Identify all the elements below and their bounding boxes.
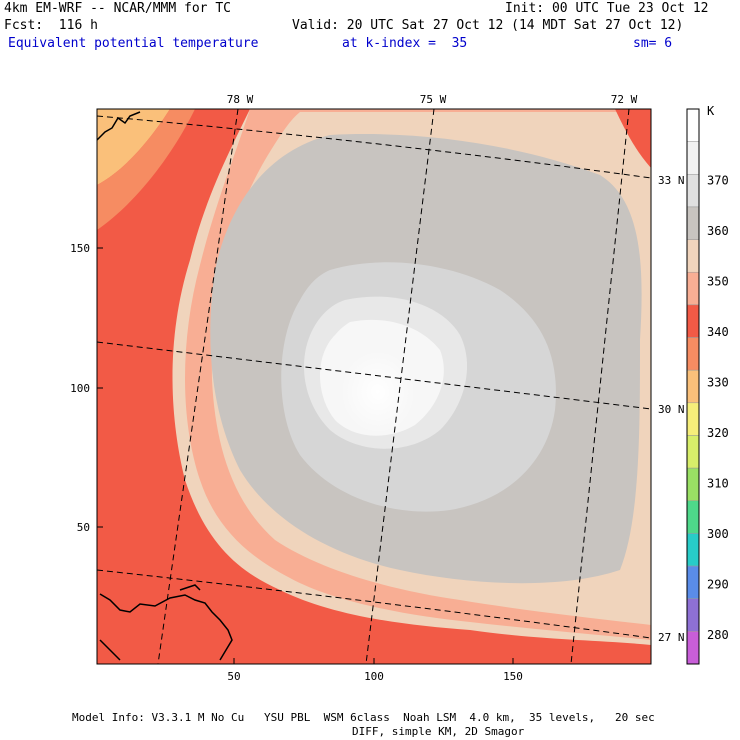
colorbar-swatch (686, 141, 700, 175)
y-tick-label: 150 (70, 242, 90, 255)
colorbar-frame (686, 108, 700, 665)
colorbar-unit: K (707, 104, 715, 118)
lon-label: 72 W (611, 93, 638, 106)
y-axis-ticks (97, 247, 103, 528)
lat-label: 30 N (658, 403, 685, 416)
model-info-2: DIFF, simple KM, 2D Smagor (352, 725, 525, 738)
lat-label: 33 N (658, 174, 685, 187)
colorbar-labels: 370 360 350 340 330 320 310 300 290 280 (707, 174, 729, 642)
colorbar-swatch (686, 206, 700, 240)
colorbar-label: 350 (707, 275, 729, 289)
colorbar-swatch (686, 598, 700, 632)
colorbar-label: 290 (707, 577, 729, 591)
y-tick-label: 100 (70, 382, 90, 395)
colorbar-swatch (686, 402, 700, 436)
lon-label: 78 W (227, 93, 254, 106)
colorbar-label: 330 (707, 376, 729, 390)
colorbar-swatch (686, 304, 700, 338)
model-title: 4km EM-WRF -- NCAR/MMM for TC (4, 1, 231, 16)
colorbar-label: 280 (707, 628, 729, 642)
colorbar-swatch (686, 369, 700, 404)
colorbar (686, 108, 700, 665)
colorbar-swatch (686, 239, 700, 273)
colorbar-swatch (686, 337, 700, 371)
colorbar-swatch (686, 631, 700, 665)
forecast-hour: Fcst: 116 h (4, 18, 98, 33)
colorbar-swatch (686, 467, 700, 502)
x-tick-label: 100 (364, 670, 384, 683)
y-tick-label: 50 (77, 521, 90, 534)
theta-e-field (97, 109, 651, 664)
x-axis-ticks (233, 658, 514, 664)
lon-label: 75 W (420, 93, 447, 106)
colorbar-label: 370 (707, 174, 729, 188)
lat-label: 27 N (658, 631, 685, 644)
colorbar-swatch (686, 108, 700, 142)
init-time: Init: 00 UTC Tue 23 Oct 12 (505, 1, 709, 16)
x-tick-label: 50 (227, 670, 240, 683)
x-tick-label: 150 (503, 670, 523, 683)
field-name: Equivalent potential temperature (8, 36, 259, 51)
colorbar-label: 360 (707, 224, 729, 238)
model-info: Model Info: V3.3.1 M No Cu YSU PBL WSM 6… (72, 711, 655, 724)
colorbar-swatch (686, 500, 700, 534)
colorbar-swatch (686, 174, 700, 208)
graticule (97, 109, 651, 664)
colorbar-swatch (686, 533, 700, 567)
k-index: at k-index = 35 (342, 36, 468, 51)
colorbar-label: 320 (707, 426, 729, 440)
colorbar-label: 340 (707, 325, 729, 339)
colorbar-label: 300 (707, 527, 729, 541)
colorbar-label: 310 (707, 476, 729, 490)
colorbar-swatch (686, 271, 700, 306)
colorbar-swatch (686, 565, 700, 599)
valid-time: Valid: 20 UTC Sat 27 Oct 12 (14 MDT Sat … (292, 18, 684, 33)
colorbar-swatch (686, 435, 700, 469)
smoothing: sm= 6 (633, 36, 673, 51)
